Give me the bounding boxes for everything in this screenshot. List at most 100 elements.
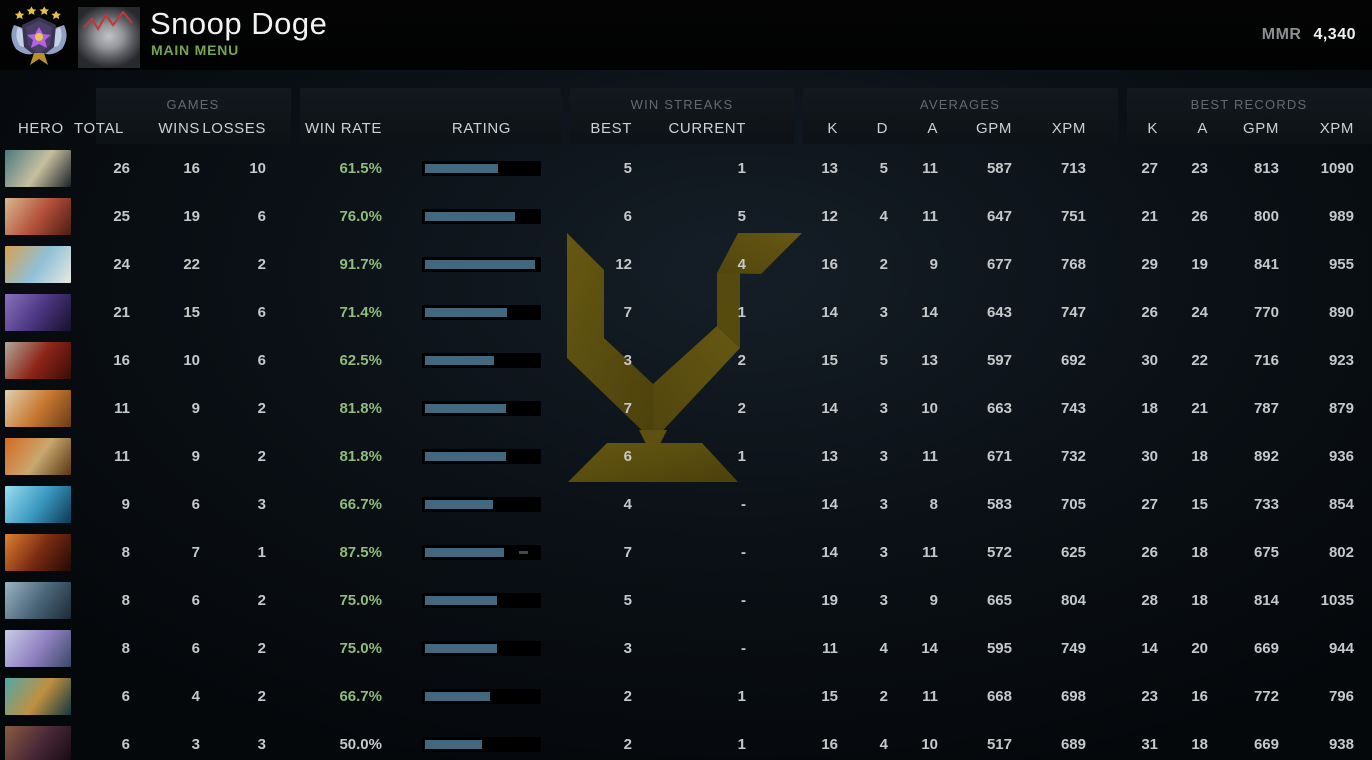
- rating-bar: [382, 640, 570, 656]
- record-kills-value: 30: [1141, 351, 1158, 369]
- total-value: 6: [121, 687, 130, 705]
- record-assists-value: 20: [1191, 639, 1208, 657]
- column-header-rating[interactable]: RATING: [451, 119, 512, 137]
- table-row[interactable]: 11 9 2 81.8% 6 1 13 3 11 671 732 30 18 8…: [0, 432, 1372, 480]
- losses-value: 10: [249, 159, 266, 177]
- rating-bar-fill: [425, 355, 494, 365]
- wins-value: 6: [191, 495, 200, 513]
- column-header-streak-best[interactable]: BEST: [590, 119, 632, 137]
- rating-bar-fill: [425, 307, 507, 317]
- streak-best-value: 12: [615, 255, 632, 273]
- column-header-rec-gpm[interactable]: GPM: [1243, 119, 1279, 137]
- wins-value: 4: [191, 687, 200, 705]
- table-row[interactable]: 6 4 2 66.7% 2 1 15 2 11 668 698 23 16 77…: [0, 672, 1372, 720]
- table-row[interactable]: 6 3 3 50.0% 2 1 16 4 10 517 689 31 18 66…: [0, 720, 1372, 760]
- column-header-win-rate[interactable]: WIN RATE: [304, 119, 382, 137]
- table-row[interactable]: 11 9 2 81.8% 7 2 14 3 10 663 743 18 21 7…: [0, 384, 1372, 432]
- column-header-avg-a[interactable]: A: [927, 119, 938, 137]
- record-gpm-value: 841: [1253, 255, 1279, 273]
- hero-icon: [5, 437, 71, 475]
- column-header-wins[interactable]: WINS: [158, 119, 200, 137]
- win-rate-value: 66.7%: [339, 495, 382, 513]
- record-gpm-value: 814: [1253, 591, 1279, 609]
- record-gpm-value: 813: [1253, 159, 1279, 177]
- streak-best-value: 3: [623, 351, 632, 369]
- rating-bar: [382, 160, 570, 176]
- column-header-total[interactable]: TOTAL: [74, 120, 130, 137]
- rating-bar-track: [422, 736, 541, 752]
- rating-bar-track: [422, 400, 541, 416]
- losses-value: 2: [257, 399, 266, 417]
- avg-xpm-value: 698: [1060, 687, 1086, 705]
- record-assists-value: 16: [1191, 687, 1208, 705]
- record-kills-value: 29: [1141, 255, 1158, 273]
- losses-value: 2: [257, 591, 266, 609]
- avg-xpm-value: 747: [1060, 303, 1086, 321]
- win-rate-value: 87.5%: [339, 543, 382, 561]
- streak-current-value: -: [741, 543, 746, 561]
- win-rate-value: 50.0%: [339, 735, 382, 753]
- main-menu-button[interactable]: MAIN MENU: [151, 42, 240, 58]
- column-header-avg-k[interactable]: K: [827, 119, 838, 137]
- avg-assists-value: 9: [929, 255, 938, 273]
- rank-medal-icon: [11, 6, 67, 65]
- total-value: 24: [113, 255, 130, 273]
- record-kills-value: 21: [1141, 207, 1158, 225]
- column-header-rec-k[interactable]: K: [1147, 119, 1158, 137]
- record-kills-value: 26: [1141, 303, 1158, 321]
- record-xpm-value: 936: [1328, 447, 1354, 465]
- streak-current-value: 1: [737, 687, 746, 705]
- record-assists-value: 21: [1191, 399, 1208, 417]
- column-header-avg-gpm[interactable]: GPM: [976, 119, 1012, 137]
- column-header-streak-current[interactable]: CURRENT: [668, 119, 746, 137]
- rating-bar: [382, 256, 570, 272]
- records-group-panel: [1127, 88, 1372, 144]
- avg-kills-value: 15: [821, 687, 838, 705]
- table-row[interactable]: 25 19 6 76.0% 6 5 12 4 11 647 751 21 26 …: [0, 192, 1372, 240]
- rating-bar-fill: [425, 691, 490, 701]
- rating-bar-fill: [425, 211, 515, 221]
- table-row[interactable]: 26 16 10 61.5% 5 1 13 5 11 587 713 27 23…: [0, 144, 1372, 192]
- record-assists-value: 18: [1191, 591, 1208, 609]
- table-body: 26 16 10 61.5% 5 1 13 5 11 587 713 27 23…: [0, 144, 1372, 760]
- column-header-rec-a[interactable]: A: [1197, 119, 1208, 137]
- total-value: 11: [114, 447, 130, 465]
- avg-xpm-value: 768: [1060, 255, 1086, 273]
- table-row[interactable]: 8 7 1 87.5% 7 - 14 3 11 572 625 26 18 67…: [0, 528, 1372, 576]
- rating-bar-track: [422, 496, 541, 512]
- table-row[interactable]: 21 15 6 71.4% 7 1 14 3 14 643 747 26 24 …: [0, 288, 1372, 336]
- rating-bar: [382, 448, 570, 464]
- avg-deaths-value: 3: [879, 303, 888, 321]
- column-header-avg-xpm[interactable]: XPM: [1051, 119, 1086, 137]
- player-avatar[interactable]: [78, 7, 140, 68]
- table-row[interactable]: 8 6 2 75.0% 5 - 19 3 9 665 804 28 18 814…: [0, 576, 1372, 624]
- avg-deaths-value: 4: [879, 207, 888, 225]
- avg-assists-value: 10: [921, 735, 938, 753]
- column-header-avg-d[interactable]: D: [876, 119, 888, 137]
- wins-value: 6: [191, 639, 200, 657]
- table-row[interactable]: 16 10 6 62.5% 3 2 15 5 13 597 692 30 22 …: [0, 336, 1372, 384]
- total-value: 16: [113, 351, 130, 369]
- streak-best-value: 6: [623, 207, 632, 225]
- streak-best-value: 5: [623, 591, 632, 609]
- hero-icon: [5, 293, 71, 331]
- column-header-losses[interactable]: LOSSES: [202, 119, 266, 137]
- avg-kills-value: 14: [821, 543, 838, 561]
- record-kills-value: 28: [1141, 591, 1158, 609]
- win-rate-value: 91.7%: [339, 255, 382, 273]
- win-rate-value: 62.5%: [339, 351, 382, 369]
- total-value: 8: [121, 591, 130, 609]
- avg-deaths-value: 3: [879, 495, 888, 513]
- column-header-rec-xpm[interactable]: XPM: [1319, 119, 1354, 137]
- record-xpm-value: 923: [1328, 351, 1354, 369]
- table-row[interactable]: 9 6 3 66.7% 4 - 14 3 8 583 705 27 15 733…: [0, 480, 1372, 528]
- hero-icon: [5, 485, 71, 523]
- record-kills-value: 26: [1141, 543, 1158, 561]
- rating-bar-fill: [425, 163, 498, 173]
- avatar-overlay: [83, 11, 133, 31]
- win-rate-value: 81.8%: [339, 447, 382, 465]
- avg-assists-value: 11: [922, 543, 938, 561]
- table-row[interactable]: 24 22 2 91.7% 12 4 16 2 9 677 768 29 19 …: [0, 240, 1372, 288]
- table-row[interactable]: 8 6 2 75.0% 3 - 11 4 14 595 749 14 20 66…: [0, 624, 1372, 672]
